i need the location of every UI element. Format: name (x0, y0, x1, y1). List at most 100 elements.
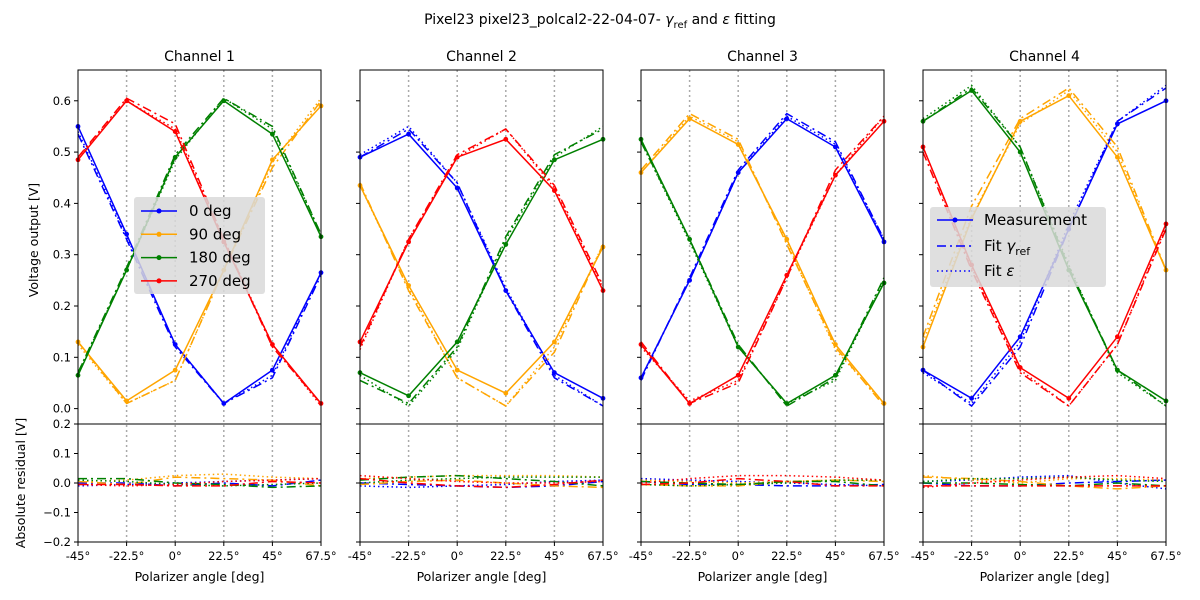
measurement-point (687, 116, 692, 122)
measurement-point (833, 172, 838, 178)
panel-title: Channel 1 (164, 49, 235, 65)
measurement-point (221, 98, 227, 104)
fit-gamma-line-series-2 (77, 97, 322, 374)
measurement-point (503, 136, 509, 142)
x-tick-label: -22.5° (391, 549, 427, 563)
legend-fit-eps-label: Fit ε (984, 262, 1014, 280)
measurement-point (454, 154, 460, 160)
fit-gamma-line-series-1 (640, 112, 885, 407)
x-tick-label: 0° (451, 549, 464, 563)
residual-eps-line-series-3 (922, 474, 1167, 489)
x-tick-label: 67.5° (587, 549, 618, 563)
fit-gamma-line-series-0 (359, 128, 604, 407)
x-tick-label: 45° (825, 549, 845, 563)
x-axis-label: Polarizer angle [deg] (980, 569, 1110, 584)
legend-angle-marker (156, 208, 162, 214)
y-tick-label-top: 0.5 (53, 145, 71, 159)
measurement-point (503, 288, 509, 294)
fit-gamma-line-series-1 (359, 182, 604, 407)
y-tick-label-top: 0.1 (53, 350, 71, 364)
x-tick-label: 67.5° (1150, 549, 1181, 563)
y-tick-label-bottom: 0.2 (53, 417, 71, 431)
x-tick-label: 45° (262, 549, 282, 563)
legend-measurement-marker (952, 217, 958, 223)
legend-angle-marker (156, 255, 162, 261)
measurement-point (1115, 154, 1120, 160)
measurement-point (969, 88, 974, 93)
residual-eps-line-series-3 (77, 477, 322, 487)
measurement-line-series-1 (359, 185, 604, 395)
x-tick-label: 22.5° (208, 549, 239, 563)
measurement-point (1017, 149, 1023, 155)
measurement-point (172, 342, 178, 347)
panel-title: Channel 4 (1009, 49, 1080, 65)
measurement-point (124, 98, 129, 104)
y-tick-label-bottom: −0.2 (43, 535, 71, 549)
measurement-point (221, 401, 227, 406)
y-tick-label-bottom: 0.0 (53, 476, 71, 490)
measurement-point (784, 236, 790, 242)
x-tick-label: -45° (629, 549, 654, 563)
fit-eps-line-series-1 (359, 185, 604, 407)
legend-angle-label: 270 deg (189, 272, 251, 290)
residual-eps-line-series-3 (640, 474, 885, 484)
measurement-line-series-2 (77, 99, 322, 376)
measurement-point (270, 131, 275, 137)
fit-gamma-line-series-3 (922, 151, 1167, 408)
residual-eps-line-series-2 (359, 476, 603, 484)
residual-eps-line-series-0 (922, 474, 1167, 490)
fit-gamma-line-series-0 (640, 112, 885, 381)
measurement-point (406, 393, 411, 399)
measurement-line-series-1 (640, 117, 885, 404)
panel-title: Channel 2 (446, 49, 517, 65)
measurement-point (1066, 93, 1072, 99)
legend-styles: Measurement Fit γref Fit ε (930, 207, 1106, 287)
figure-title: Pixel23 pixel23_polcal2-22-04-07- γref a… (424, 12, 776, 31)
x-tick-label: 67.5° (305, 549, 336, 563)
y-tick-label-bottom: 0.1 (53, 447, 71, 461)
fit-eps-line-series-2 (640, 141, 885, 405)
top-axes-frame (359, 69, 604, 425)
measurement-point (784, 272, 790, 278)
legend-angle-marker (156, 278, 162, 284)
fit-eps-line-series-1 (77, 97, 322, 405)
measurement-point (172, 154, 178, 160)
x-axis-label: Polarizer angle [deg] (698, 569, 828, 584)
residual-eps-line-series-2 (640, 479, 884, 487)
measurement-point (270, 342, 275, 347)
measurement-line-series-2 (359, 138, 604, 397)
legend-measurement-label: Measurement (984, 211, 1087, 229)
fit-eps-line-series-2 (922, 84, 1167, 407)
panel-channel-1: Channel 1 0.0 0.1 0.2 0.3 0.4 0.5 0.6 −0.2 −0.1 0.… (43, 49, 337, 584)
x-tick-label: -45° (348, 549, 373, 563)
measurement-point (124, 398, 129, 404)
measurement-point (454, 185, 460, 191)
measurement-point (735, 344, 741, 350)
measurement-point (735, 170, 741, 176)
legend-angle-label: 0 deg (189, 202, 232, 220)
measurement-point (1115, 334, 1120, 340)
measurement-line-series-0 (640, 117, 885, 379)
measurement-line-series-3 (359, 138, 604, 343)
measurement-point (833, 342, 838, 347)
fit-eps-line-series-0 (922, 84, 1167, 405)
measurement-point (454, 367, 460, 373)
measurement-point (552, 339, 557, 345)
x-tick-label: 45° (544, 549, 564, 563)
legend-styles-box (930, 207, 1106, 287)
y-axis-label-voltage: Voltage output [V] (26, 183, 41, 297)
residual-eps-line-series-1 (77, 473, 322, 483)
measurement-point (172, 129, 178, 134)
measurement-point (552, 157, 557, 163)
x-tick-label: -22.5° (109, 549, 145, 563)
measurement-point (969, 395, 974, 401)
legend-angles: 0 deg 90 deg 180 deg 270 deg (134, 197, 265, 294)
measurement-point (687, 401, 692, 406)
residual-gamma-line-series-3 (640, 477, 884, 487)
y-tick-label-top: 0.6 (53, 94, 71, 108)
measurement-line-series-3 (77, 99, 322, 404)
legend-angle-label: 90 deg (189, 225, 241, 243)
measurement-line-series-3 (640, 120, 885, 405)
measurement-line-series-0 (359, 133, 604, 399)
fit-gamma-line-series-2 (359, 128, 604, 405)
